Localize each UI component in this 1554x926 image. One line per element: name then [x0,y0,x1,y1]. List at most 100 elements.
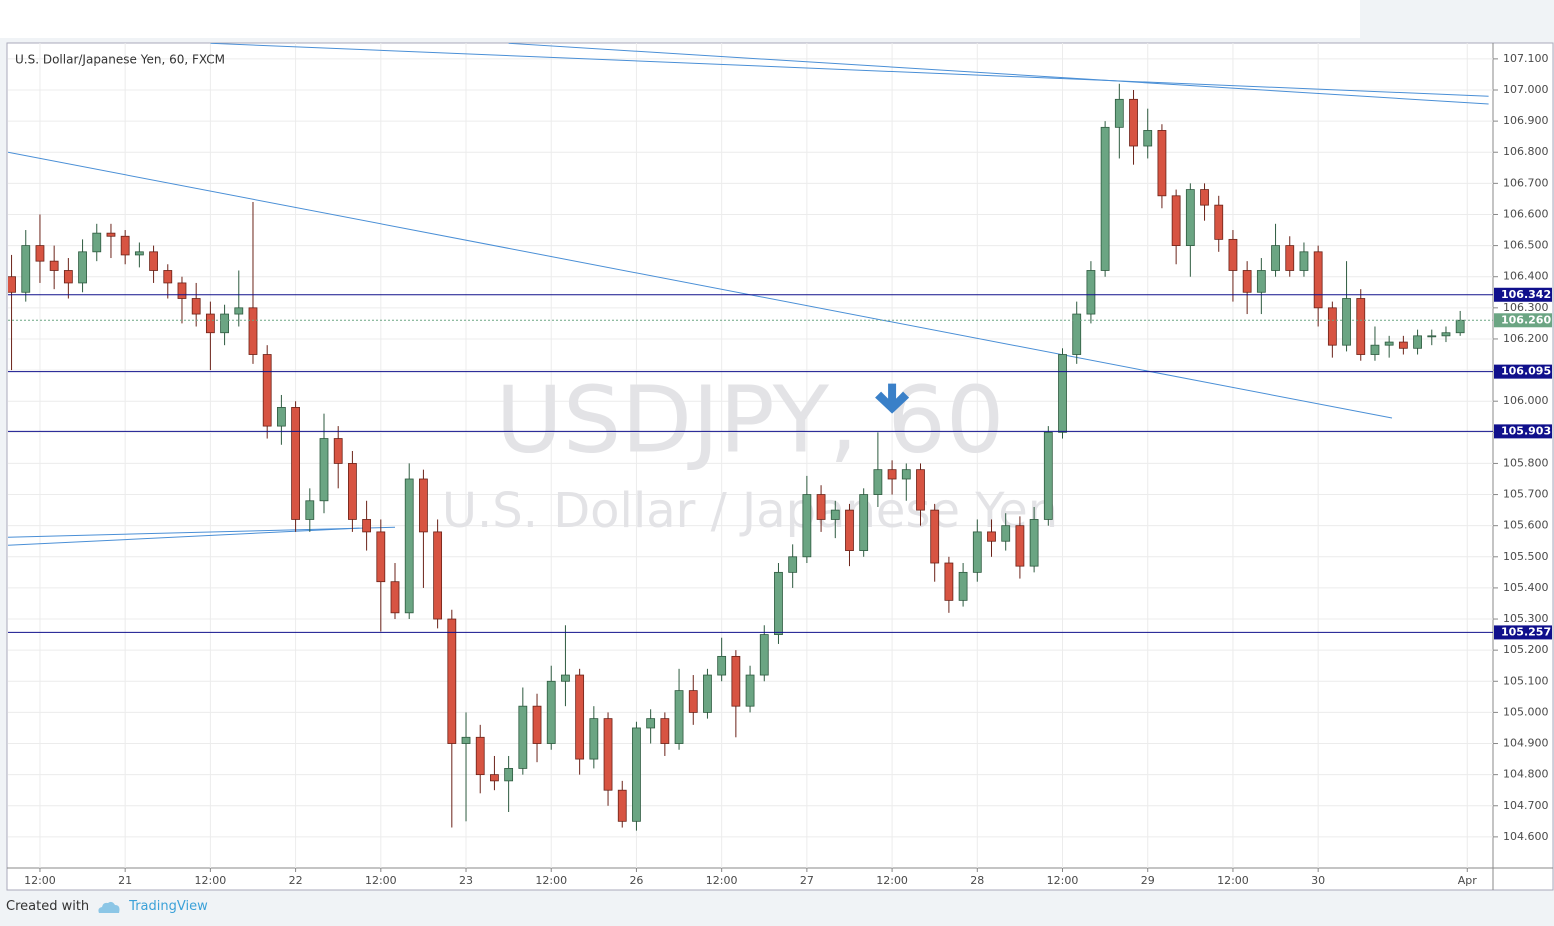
candle-body [1100,126,1110,271]
x-tick-label: Apr [1458,874,1478,887]
candle-body [21,245,31,293]
candle-body [63,270,73,284]
footer-brand[interactable]: TradingView [129,899,208,914]
chart-frame [6,42,1554,891]
y-tick-label: 107.100 [1503,52,1549,65]
watermark: USDJPY, 60 [496,366,1005,473]
trend-line [210,43,1489,97]
candle-body [987,531,996,542]
chart: USDJPY, 60 U.S. Dollar / Japanese Yen 10… [6,42,1554,891]
y-tick-label: 105.400 [1503,581,1549,594]
candle-body [830,509,840,520]
candle-body [333,438,343,464]
candle-body [1029,519,1039,567]
y-tick-label: 105.300 [1503,612,1549,625]
candle-body [916,469,925,511]
candle-body [617,789,627,822]
candle-body [1058,354,1067,433]
footer-prefix: Created with [6,899,90,914]
chart-title: U.S. Dollar/Japanese Yen, 60, FXCM [15,53,225,67]
candle-body [688,690,698,713]
y-tick-label: 105.800 [1503,456,1549,469]
candle-body [646,718,656,729]
x-tick-label: 28 [970,874,984,887]
level-label: 105.903 [1501,424,1551,437]
candle-body [632,727,641,822]
footer: Created with TradingView [6,899,208,914]
candle-body [1427,335,1437,338]
candle-body [35,245,45,262]
y-tick-label: 105.500 [1503,550,1549,563]
candle-body [348,463,357,520]
candle-body [1285,245,1295,271]
candle-body [972,531,982,573]
y-tick-label: 105.600 [1503,519,1549,532]
candle-body [1242,270,1252,293]
candle-body [1441,332,1451,337]
candle-body [1129,98,1138,147]
candle-body [1299,251,1309,271]
x-tick-label: 30 [1311,874,1325,887]
x-tick-label: 22 [289,874,303,887]
candle-body [1143,130,1153,147]
candle-body [262,354,272,427]
candle-body [887,469,897,480]
level-label: 106.095 [1501,365,1551,378]
candle-body [561,674,570,682]
candle-body [901,469,911,480]
candle-body [475,736,485,776]
candle-body [191,298,201,315]
candle-body [859,494,869,551]
candle-body [1043,431,1053,520]
candle-body [149,251,158,271]
y-tick-label: 105.100 [1503,674,1549,687]
candle-body [1384,341,1394,346]
arrow-annotation [875,383,910,414]
x-tick-label: 12:00 [1217,874,1249,887]
candle-body [1001,525,1011,542]
candle-body [759,634,769,676]
y-tick-label: 105.200 [1503,643,1549,656]
y-tick-label: 105.700 [1503,488,1549,501]
candle-body [930,509,940,564]
y-tick-label: 107.000 [1503,83,1549,96]
level-box [1494,364,1552,379]
trend-line [508,43,1489,105]
candle-body [1200,189,1209,206]
candle-body [845,509,854,551]
x-tick-label: 29 [1141,874,1155,887]
trend-line [8,526,396,538]
x-tick-label: 12:00 [535,874,567,887]
y-tick-label: 106.800 [1503,145,1549,158]
candle-body [433,531,443,620]
candle-body [163,270,173,284]
candle-body [589,718,599,760]
candle-body [78,251,87,284]
last-price-box [1494,313,1552,328]
candle-body [660,718,670,744]
x-tick-label: 12:00 [1047,874,1079,887]
candle-body [1413,335,1422,349]
y-tick-label: 106.300 [1503,301,1549,314]
candle-body [958,571,968,601]
candle-body [717,655,727,676]
candle-body [220,313,229,334]
level-box [1494,287,1552,302]
candle-body [816,494,826,520]
y-tick-label: 106.000 [1503,394,1549,407]
candle-body [49,260,59,271]
candle-body [1356,298,1366,355]
y-tick-label: 104.600 [1503,830,1549,843]
candle-body [305,500,315,520]
candle-body [788,556,798,573]
candle-body [1327,307,1337,346]
candle-body [944,562,954,601]
candle-body [234,307,244,315]
candle-body [575,674,585,760]
candle-body [461,736,471,744]
last-price-label: 106.260 [1501,313,1551,326]
candle-body [1228,238,1238,271]
candle-body [92,232,102,253]
candle-body [1185,189,1195,246]
y-tick-label: 106.700 [1503,176,1549,189]
